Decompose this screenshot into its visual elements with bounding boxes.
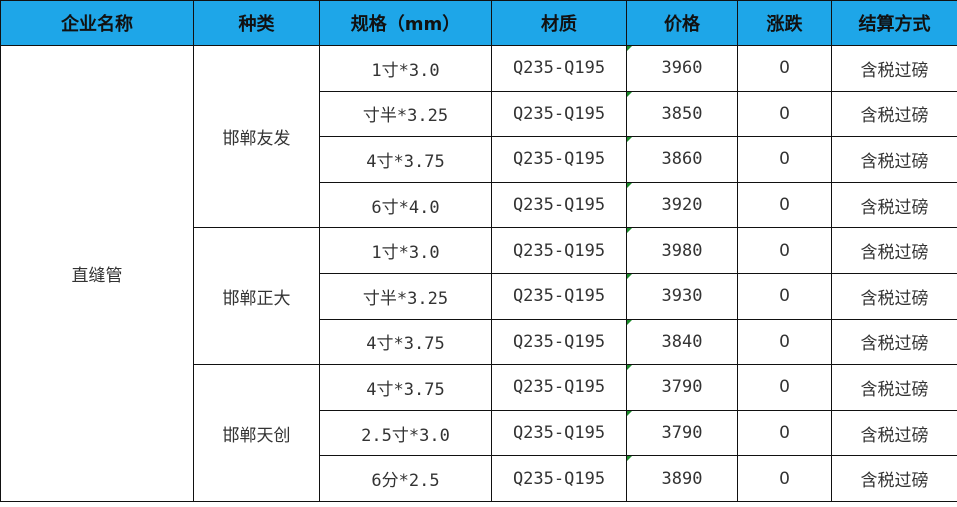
cell-change[interactable]: 0 [737, 409, 832, 457]
header-material[interactable]: 材质 [491, 0, 627, 46]
cell-material[interactable]: Q235-Q195 [491, 90, 627, 138]
cell-change[interactable]: 0 [737, 45, 832, 92]
cell-material[interactable]: Q235-Q195 [491, 181, 627, 229]
cell-spec[interactable]: 4寸*3.75 [319, 136, 492, 183]
cell-company[interactable]: 直缝管 [0, 45, 194, 502]
cell-price[interactable]: 3790 [626, 364, 738, 411]
cell-change[interactable]: 0 [737, 181, 832, 229]
cell-material[interactable]: Q235-Q195 [491, 272, 627, 320]
cell-change[interactable]: 0 [737, 318, 832, 366]
cell-settlement[interactable]: 含税过磅 [831, 455, 957, 502]
table-row: 4寸*3.75 Q235-Q195 3860 0 含税过磅 [1, 136, 957, 183]
cell-material[interactable]: Q235-Q195 [491, 136, 627, 183]
cell-change[interactable]: 0 [737, 136, 832, 183]
header-price[interactable]: 价格 [626, 0, 738, 46]
cell-spec[interactable]: 6寸*4.0 [319, 181, 492, 229]
table-row: 4寸*3.75 Q235-Q195 3840 0 含税过磅 [1, 318, 957, 366]
cell-settlement[interactable]: 含税过磅 [831, 227, 957, 274]
cell-change[interactable]: 0 [737, 227, 832, 274]
cell-spec[interactable]: 6分*2.5 [319, 455, 492, 502]
cell-change[interactable]: 0 [737, 455, 832, 502]
cell-change[interactable]: 0 [737, 90, 832, 138]
cell-spec[interactable]: 1寸*3.0 [319, 227, 492, 274]
cell-settlement[interactable]: 含税过磅 [831, 318, 957, 366]
header-settlement[interactable]: 结算方式 [831, 0, 957, 46]
cell-material[interactable]: Q235-Q195 [491, 364, 627, 411]
cell-brand[interactable]: 邯郸正大 [193, 227, 320, 366]
cell-change[interactable]: 0 [737, 272, 832, 320]
table-row: 寸半*3.25 Q235-Q195 3850 0 含税过磅 [1, 90, 957, 138]
cell-spec[interactable]: 4寸*3.75 [319, 364, 492, 411]
cell-spec[interactable]: 4寸*3.75 [319, 318, 492, 366]
cell-settlement[interactable]: 含税过磅 [831, 409, 957, 457]
table-row: 寸半*3.25 Q235-Q195 3930 0 含税过磅 [1, 272, 957, 320]
table-row: 邯郸天创 4寸*3.75 Q235-Q195 3790 0 含税过磅 [1, 364, 957, 502]
cell-price[interactable]: 3890 [626, 455, 738, 502]
cell-spec[interactable]: 2.5寸*3.0 [319, 409, 492, 457]
cell-settlement[interactable]: 含税过磅 [831, 90, 957, 138]
header-company[interactable]: 企业名称 [0, 0, 194, 46]
cell-material[interactable]: Q235-Q195 [491, 409, 627, 457]
cell-spec[interactable]: 寸半*3.25 [319, 90, 492, 138]
header-spec[interactable]: 规格（mm） [319, 0, 492, 46]
cell-spec[interactable]: 1寸*3.0 [319, 45, 492, 92]
table-row: 邯郸正大 1寸*3.0 Q235-Q195 3980 0 含税过磅 [1, 227, 957, 366]
table-row: 2.5寸*3.0 Q235-Q195 3790 0 含税过磅 [1, 409, 957, 457]
cell-price[interactable]: 3860 [626, 136, 738, 183]
cell-price[interactable]: 3790 [626, 409, 738, 457]
header-row: 企业名称 种类 规格（mm） 材质 价格 涨跌 结算方式 [0, 0, 957, 46]
cell-settlement[interactable]: 含税过磅 [831, 181, 957, 229]
header-change[interactable]: 涨跌 [737, 0, 832, 46]
cell-settlement[interactable]: 含税过磅 [831, 45, 957, 92]
table-row: 6分*2.5 Q235-Q195 3890 0 含税过磅 [1, 455, 957, 502]
cell-price[interactable]: 3980 [626, 227, 738, 274]
cell-settlement[interactable]: 含税过磅 [831, 364, 957, 411]
cell-material[interactable]: Q235-Q195 [491, 227, 627, 274]
cell-price[interactable]: 3960 [626, 45, 738, 92]
cell-settlement[interactable]: 含税过磅 [831, 272, 957, 320]
cell-material[interactable]: Q235-Q195 [491, 455, 627, 502]
cell-settlement[interactable]: 含税过磅 [831, 136, 957, 183]
cell-brand[interactable]: 邯郸友发 [193, 44, 320, 229]
header-type[interactable]: 种类 [193, 0, 320, 46]
cell-price[interactable]: 3850 [626, 90, 738, 138]
table-row: 6寸*4.0 Q235-Q195 3920 0 含税过磅 [1, 181, 957, 229]
table-row: 直缝管 邯郸友发 1寸*3.0 Q235-Q195 3960 0 含税过磅 [0, 44, 957, 502]
cell-material[interactable]: Q235-Q195 [491, 318, 627, 366]
cell-brand[interactable]: 邯郸天创 [193, 364, 320, 502]
cell-material[interactable]: Q235-Q195 [491, 45, 627, 92]
cell-change[interactable]: 0 [737, 364, 832, 411]
cell-spec[interactable]: 寸半*3.25 [319, 272, 492, 320]
cell-price[interactable]: 3840 [626, 318, 738, 366]
cell-price[interactable]: 3920 [626, 181, 738, 229]
cell-price[interactable]: 3930 [626, 272, 738, 320]
